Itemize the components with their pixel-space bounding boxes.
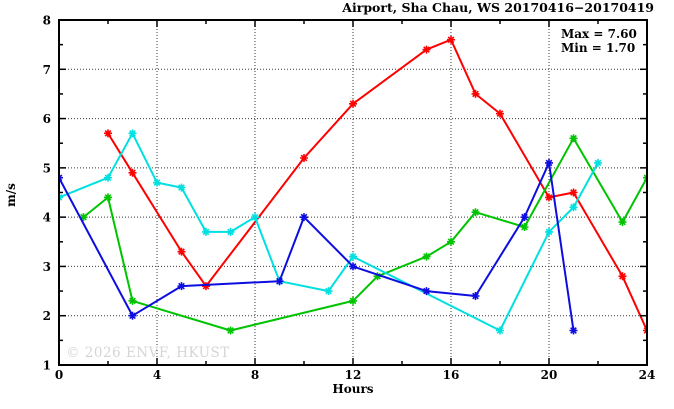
data-point-marker-ws-day1-red [177, 247, 186, 256]
data-point-marker-ws-day3-blue [545, 158, 553, 167]
data-point-marker-ws-day1-red [545, 193, 553, 202]
data-point-marker-ws-day4-cyan [226, 227, 235, 236]
series-line-ws-day1-red [107, 38, 647, 331]
data-point-marker-ws-day4-cyan [153, 178, 161, 187]
data-point-marker-ws-day2-green [520, 223, 529, 231]
data-point-marker-ws-day2-green [128, 296, 137, 305]
data-point-marker-ws-day1-red [422, 45, 431, 54]
data-point-marker-ws-day3-blue [300, 213, 308, 222]
annotation-max: Max = 7.60 [561, 27, 637, 41]
data-point-marker-ws-day3-blue [128, 311, 137, 320]
data-point-marker-ws-day2-green [422, 252, 431, 261]
y-tick-label: 8 [43, 14, 51, 28]
axis-layer [58, 19, 648, 366]
data-point-marker-ws-day4-cyan [594, 158, 602, 167]
data-point-marker-ws-day1-red [104, 129, 112, 138]
data-point-marker-ws-day3-blue [422, 287, 431, 296]
data-point-marker-ws-day3-blue [520, 213, 529, 222]
data-point-marker-ws-day2-green [569, 134, 578, 143]
data-point-marker-ws-day2-green [373, 272, 382, 281]
copyright-watermark: © 2026 ENVF, HKUST [66, 345, 230, 361]
series-line-ws-day4-cyan [59, 132, 599, 332]
y-tick-label: 5 [43, 161, 51, 175]
data-point-marker-ws-day2-green [79, 213, 88, 222]
x-tick-label: 20 [541, 368, 558, 382]
data-point-marker-ws-day2-green [104, 193, 112, 202]
x-axis-label: Hours [332, 382, 373, 396]
data-point-marker-ws-day4-cyan [545, 227, 553, 236]
data-point-marker-ws-day1-red [569, 188, 578, 197]
data-point-marker-ws-day2-green [226, 326, 235, 335]
data-point-marker-ws-day1-red [300, 154, 308, 162]
data-point-marker-ws-day1-red [496, 109, 504, 118]
y-tick-label: 1 [43, 359, 51, 373]
data-point-marker-ws-day2-green [447, 237, 455, 246]
data-point-marker-ws-day4-cyan [251, 213, 259, 222]
data-point-marker-ws-day2-green [349, 296, 357, 305]
y-axis-label: m/s [4, 183, 18, 207]
data-point-marker-ws-day3-blue [569, 326, 578, 335]
grid-layer [59, 20, 647, 365]
data-point-marker-ws-day1-red [471, 89, 480, 98]
y-tick-label: 3 [43, 260, 51, 274]
y-tick-label: 6 [43, 112, 51, 126]
data-point-marker-ws-day4-cyan [128, 129, 137, 138]
y-tick-label: 4 [43, 211, 51, 225]
x-tick-label: 0 [55, 368, 63, 382]
y-tick-label: 7 [43, 63, 51, 77]
data-point-marker-ws-day3-blue [349, 262, 357, 271]
x-tick-label: 24 [639, 368, 656, 382]
data-point-marker-ws-day2-green [618, 218, 627, 227]
data-point-marker-ws-day4-cyan [104, 173, 112, 182]
series-line-ws-day2-green [82, 137, 647, 332]
data-point-marker-ws-day1-red [202, 282, 210, 291]
data-point-marker-ws-day4-cyan [349, 252, 357, 261]
data-point-marker-ws-day4-cyan [202, 227, 210, 236]
data-point-marker-ws-day4-cyan [569, 203, 578, 212]
data-point-marker-ws-day3-blue [177, 282, 186, 291]
data-point-marker-ws-day1-red [128, 168, 137, 177]
data-point-marker-ws-day2-green [471, 208, 480, 217]
x-tick-label: 16 [443, 368, 460, 382]
series-layer [59, 35, 647, 335]
data-point-marker-ws-day3-blue [471, 292, 480, 300]
data-point-marker-ws-day1-red [447, 35, 455, 44]
chart-title: Airport, Sha Chau, WS 20170416−20170419 [341, 0, 654, 15]
x-tick-label: 8 [251, 368, 259, 382]
series-line-ws-day3-blue [59, 161, 575, 331]
data-point-marker-ws-day4-cyan [496, 326, 504, 335]
data-point-marker-ws-day4-cyan [324, 287, 333, 296]
data-point-marker-ws-day4-cyan [177, 183, 186, 192]
x-tick-label: 4 [153, 368, 161, 382]
annotation-min: Min = 1.70 [561, 41, 635, 55]
data-point-marker-ws-day1-red [618, 272, 627, 281]
data-point-marker-ws-day3-blue [275, 277, 284, 286]
x-tick-label: 12 [345, 368, 362, 382]
y-tick-label: 2 [43, 309, 51, 323]
data-point-marker-ws-day1-red [349, 99, 357, 108]
